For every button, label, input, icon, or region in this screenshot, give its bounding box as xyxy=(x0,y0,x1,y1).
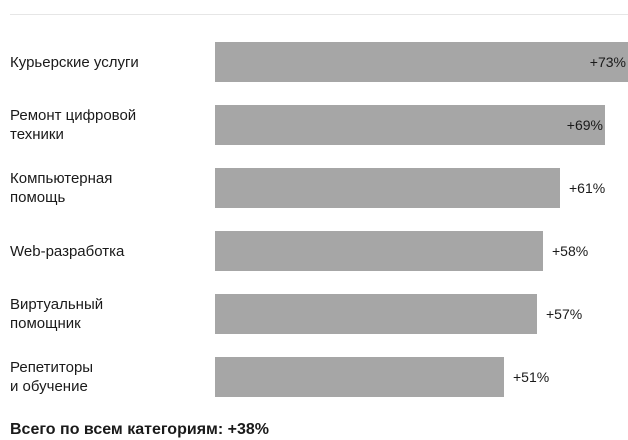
category-label: Web-разработка xyxy=(10,242,125,260)
bar-row: Репетиторы и обучение +51% xyxy=(0,357,628,397)
category-label: Курьерские услуги xyxy=(10,53,139,71)
bar-row: Ремонт цифровой техники +69% xyxy=(0,105,628,145)
bar xyxy=(215,168,560,208)
bar-row: Курьерские услуги +73% xyxy=(0,42,628,82)
bar xyxy=(215,294,537,334)
value-label: +73% xyxy=(589,54,626,70)
bar xyxy=(215,42,628,82)
value-label: +51% xyxy=(513,369,550,385)
total-summary: Всего по всем категориям: +38% xyxy=(10,421,269,438)
bar-row: Компьютерная помощь +61% xyxy=(0,168,628,208)
category-label: Виртуальный помощник xyxy=(10,296,104,332)
value-label: +58% xyxy=(552,243,589,259)
bar-row: Web-разработка +58% xyxy=(0,231,628,271)
value-label: +61% xyxy=(569,180,606,196)
category-label: Компьютерная помощь xyxy=(10,170,113,206)
bar-row: Виртуальный помощник +57% xyxy=(0,294,628,334)
value-label: +57% xyxy=(546,306,583,322)
bar xyxy=(215,357,504,397)
bar-chart: Курьерские услуги +73% Ремонт цифровой тех… xyxy=(0,42,628,397)
category-label: Репетиторы и обучение xyxy=(10,359,94,395)
category-label: Ремонт цифровой техники xyxy=(10,107,137,143)
top-divider xyxy=(10,14,628,15)
bar xyxy=(215,105,605,145)
bar xyxy=(215,231,543,271)
value-label: +69% xyxy=(566,117,603,133)
